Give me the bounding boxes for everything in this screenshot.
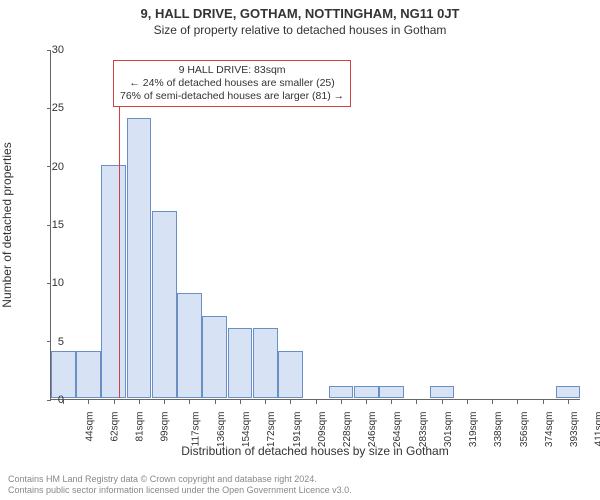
x-tick-label: 246sqm	[367, 412, 378, 448]
histogram-bar	[202, 316, 227, 398]
histogram-bar	[379, 386, 404, 398]
y-tick-label: 15	[34, 219, 64, 231]
x-tick-label: 319sqm	[468, 412, 479, 448]
x-tick-mark	[492, 400, 493, 404]
histogram-bar	[556, 386, 581, 398]
histogram-bar	[177, 293, 202, 398]
histogram-bar	[152, 211, 177, 398]
annotation-line: 76% of semi-detached houses are larger (…	[120, 90, 344, 103]
x-tick-mark	[215, 400, 216, 404]
y-tick-label: 20	[34, 161, 64, 173]
x-tick-label: 154sqm	[241, 412, 252, 448]
y-axis-title: Number of detached properties	[0, 142, 14, 307]
histogram-bar	[228, 328, 253, 398]
x-tick-label: 172sqm	[266, 412, 277, 448]
histogram-bar	[51, 351, 76, 398]
x-tick-label: 228sqm	[342, 412, 353, 448]
page-subtitle: Size of property relative to detached ho…	[0, 21, 600, 41]
x-tick-mark	[290, 400, 291, 404]
y-tick-label: 5	[34, 336, 64, 348]
x-tick-mark	[114, 400, 115, 404]
x-tick-mark	[366, 400, 367, 404]
y-tick-label: 10	[34, 277, 64, 289]
y-tick-label: 30	[34, 44, 64, 56]
x-tick-mark	[568, 400, 569, 404]
footer-line-2: Contains public sector information licen…	[8, 485, 352, 496]
annotation-line: 9 HALL DRIVE: 83sqm	[120, 64, 344, 77]
histogram-bar	[430, 386, 455, 398]
x-tick-mark	[391, 400, 392, 404]
x-tick-label: 301sqm	[443, 412, 454, 448]
x-tick-mark	[416, 400, 417, 404]
x-tick-label: 283sqm	[418, 412, 429, 448]
x-tick-mark	[467, 400, 468, 404]
x-axis-title: Distribution of detached houses by size …	[50, 444, 580, 458]
x-tick-mark	[189, 400, 190, 404]
annotation-line: ← 24% of detached houses are smaller (25…	[120, 77, 344, 90]
x-tick-mark	[164, 400, 165, 404]
reference-line	[119, 103, 120, 398]
histogram-bar	[101, 165, 126, 398]
histogram-chart: 44sqm62sqm81sqm99sqm117sqm136sqm154sqm17…	[50, 50, 580, 400]
x-tick-label: 81sqm	[135, 412, 146, 442]
x-tick-mark	[265, 400, 266, 404]
x-tick-label: 374sqm	[544, 412, 555, 448]
x-tick-mark	[517, 400, 518, 404]
footer-line-1: Contains HM Land Registry data © Crown c…	[8, 474, 352, 485]
x-tick-label: 191sqm	[292, 412, 303, 448]
x-tick-label: 356sqm	[519, 412, 530, 448]
x-tick-label: 62sqm	[109, 412, 120, 442]
x-tick-label: 411sqm	[594, 412, 600, 447]
x-tick-label: 338sqm	[494, 412, 505, 448]
histogram-bar	[253, 328, 278, 398]
x-tick-label: 264sqm	[393, 412, 404, 448]
x-tick-label: 136sqm	[216, 412, 227, 448]
x-tick-label: 44sqm	[84, 412, 95, 442]
x-tick-label: 393sqm	[569, 412, 580, 448]
x-tick-mark	[543, 400, 544, 404]
x-tick-mark	[139, 400, 140, 404]
x-tick-mark	[88, 400, 89, 404]
footer-attribution: Contains HM Land Registry data © Crown c…	[8, 474, 352, 497]
y-tick-label: 0	[34, 394, 64, 406]
x-tick-label: 99sqm	[160, 412, 171, 442]
plot-area: 44sqm62sqm81sqm99sqm117sqm136sqm154sqm17…	[50, 50, 580, 400]
histogram-bar	[329, 386, 354, 398]
histogram-bar	[76, 351, 101, 398]
x-tick-mark	[240, 400, 241, 404]
histogram-bar	[278, 351, 303, 398]
page-title: 9, HALL DRIVE, GOTHAM, NOTTINGHAM, NG11 …	[0, 0, 600, 21]
x-tick-mark	[316, 400, 317, 404]
histogram-bar	[354, 386, 379, 398]
y-tick-label: 25	[34, 102, 64, 114]
x-tick-mark	[442, 400, 443, 404]
x-tick-label: 117sqm	[190, 412, 201, 447]
histogram-bar	[127, 118, 152, 398]
x-tick-mark	[341, 400, 342, 404]
x-tick-label: 209sqm	[317, 412, 328, 448]
annotation-box: 9 HALL DRIVE: 83sqm← 24% of detached hou…	[113, 60, 351, 107]
